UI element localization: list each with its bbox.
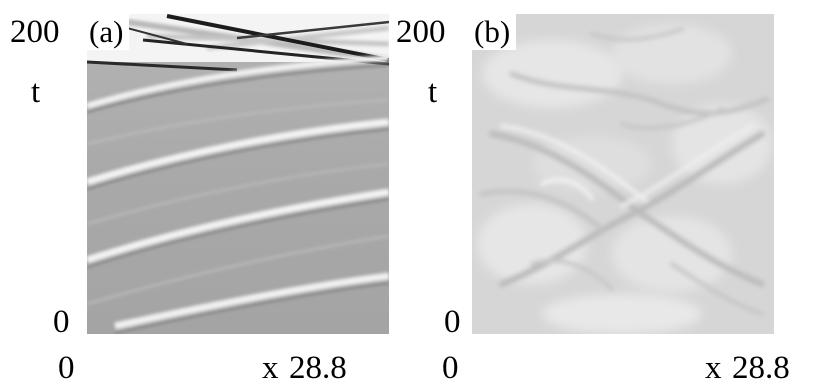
panel-b-label: (b) xyxy=(472,14,517,50)
panel-b-x-min-label: 0 xyxy=(442,350,459,386)
panel-b-t-axis-label: t xyxy=(428,74,438,110)
panel-a-t-axis-label: t xyxy=(31,74,41,110)
panel-b-image xyxy=(472,14,774,334)
panel-a-t-max-label: 200 xyxy=(10,14,60,50)
panel-a-label: (a) xyxy=(87,14,130,50)
panel-b-x-axis-label: x xyxy=(705,350,722,386)
panel-a-x-min-label: 0 xyxy=(58,350,75,386)
panel-b-t-max-label: 200 xyxy=(396,14,446,50)
panel-a-image xyxy=(87,14,389,334)
panel-a-t-min-label: 0 xyxy=(53,304,70,340)
panel-b-t-min-label: 0 xyxy=(444,304,461,340)
panel-a-x-max-label: 28.8 xyxy=(289,350,347,386)
panel-b-x-max-label: 28.8 xyxy=(732,350,790,386)
panel-a-x-axis-label: x xyxy=(262,350,279,386)
panel-a-spacetime-plot xyxy=(87,14,389,334)
panel-b-spacetime-plot xyxy=(472,14,774,334)
